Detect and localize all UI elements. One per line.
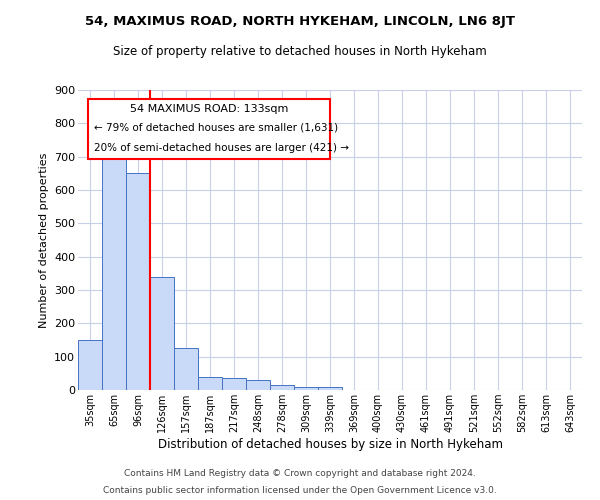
- Text: Contains public sector information licensed under the Open Government Licence v3: Contains public sector information licen…: [103, 486, 497, 495]
- Text: Size of property relative to detached houses in North Hykeham: Size of property relative to detached ho…: [113, 45, 487, 58]
- Text: ← 79% of detached houses are smaller (1,631): ← 79% of detached houses are smaller (1,…: [94, 123, 338, 133]
- Text: Contains HM Land Registry data © Crown copyright and database right 2024.: Contains HM Land Registry data © Crown c…: [124, 468, 476, 477]
- Bar: [150, 276, 174, 390]
- X-axis label: Distribution of detached houses by size in North Hykeham: Distribution of detached houses by size …: [157, 438, 503, 451]
- Bar: [294, 386, 318, 390]
- Bar: [78, 340, 102, 390]
- Y-axis label: Number of detached properties: Number of detached properties: [38, 152, 49, 328]
- Text: 20% of semi-detached houses are larger (421) →: 20% of semi-detached houses are larger (…: [94, 143, 349, 153]
- FancyBboxPatch shape: [88, 99, 330, 159]
- Bar: [102, 152, 126, 390]
- Bar: [126, 174, 150, 390]
- Bar: [174, 348, 198, 390]
- Bar: [246, 380, 270, 390]
- Text: 54, MAXIMUS ROAD, NORTH HYKEHAM, LINCOLN, LN6 8JT: 54, MAXIMUS ROAD, NORTH HYKEHAM, LINCOLN…: [85, 15, 515, 28]
- Bar: [318, 388, 342, 390]
- Bar: [222, 378, 246, 390]
- Text: 54 MAXIMUS ROAD: 133sqm: 54 MAXIMUS ROAD: 133sqm: [130, 104, 288, 114]
- Bar: [198, 376, 222, 390]
- Bar: [270, 385, 294, 390]
